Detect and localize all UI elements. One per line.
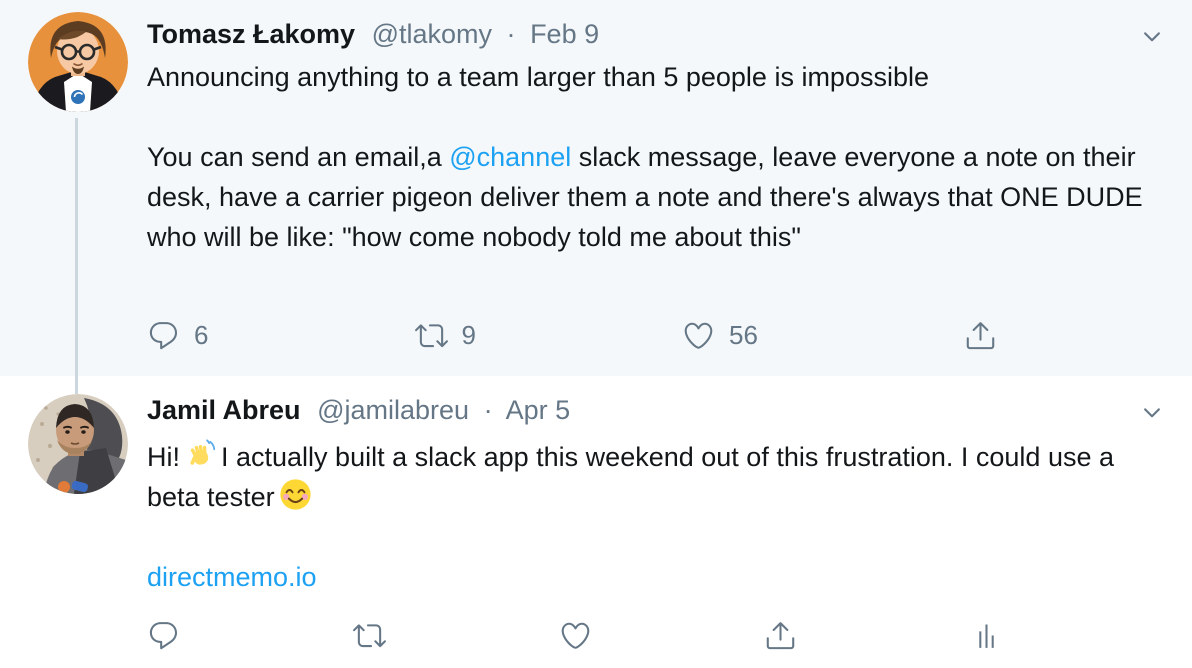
author-name[interactable]: Jamil Abreu (147, 395, 301, 425)
tweet-timestamp[interactable]: Feb 9 (530, 19, 600, 49)
heart-icon (684, 322, 713, 349)
smiling-blush-emoji (279, 479, 311, 510)
like-button[interactable]: 56 (682, 319, 758, 352)
share-button[interactable] (764, 619, 797, 652)
retweet-count: 9 (461, 319, 476, 350)
cartoon-avatar-illustration (28, 12, 128, 112)
header-separator: · (483, 395, 493, 425)
photo-avatar (28, 394, 128, 494)
waving-hand-emoji (190, 439, 216, 465)
reply-icon (149, 321, 178, 349)
tweet-menu-button[interactable] (1134, 398, 1170, 428)
thread-connector-line (75, 118, 78, 394)
retweet-icon (414, 323, 448, 347)
reply-button[interactable] (147, 619, 180, 652)
share-icon (767, 621, 795, 649)
channel-mention-link[interactable]: @channel (449, 142, 572, 172)
reply-icon (149, 621, 178, 649)
tweet-action-bar (147, 614, 1003, 656)
tweet-body-paragraph: You can send an email,a @channel slack m… (147, 137, 1149, 257)
author-name[interactable]: Tomasz Łakomy (147, 19, 356, 49)
analytics-button[interactable] (970, 619, 1003, 652)
tweet-body: Hi! I actually built a slack app this wee… (147, 437, 1147, 517)
reply-button[interactable]: 6 (147, 319, 208, 352)
chevron-down-icon (1144, 32, 1160, 42)
avatar-jamil[interactable] (28, 394, 128, 494)
like-count: 56 (729, 319, 758, 350)
chevron-down-icon (1144, 408, 1160, 418)
retweet-button[interactable]: 9 (414, 319, 476, 352)
retweet-icon (352, 623, 386, 647)
reply-count: 6 (194, 319, 209, 350)
tweet-header: Tomasz Łakomy @tlakomy · Feb 9 (147, 17, 599, 51)
author-handle[interactable]: @tlakomy (371, 19, 493, 49)
like-button[interactable] (559, 619, 592, 652)
tweet-menu-button[interactable] (1134, 22, 1170, 52)
tweet-link-row: directmemo.io (147, 557, 747, 597)
directmemo-link[interactable]: directmemo.io (147, 562, 317, 592)
author-handle[interactable]: @jamilabreu (317, 395, 470, 425)
analytics-bars-icon (979, 624, 994, 648)
tweet-reply[interactable]: Jamil Abreu @jamilabreu · Apr 5 Hi! I act… (0, 376, 1192, 668)
header-separator: · (506, 19, 516, 49)
heart-icon (561, 622, 589, 649)
tweet-original[interactable]: Tomasz Łakomy @tlakomy · Feb 9 Announcin… (0, 0, 1192, 376)
tweet-action-bar: 6 9 56 (147, 314, 997, 356)
tweet-body-line1: Announcing anything to a team larger tha… (147, 62, 929, 92)
share-button[interactable] (964, 319, 997, 352)
tweet-timestamp[interactable]: Apr 5 (505, 395, 571, 425)
body-text-segment: You can send an email,a (147, 142, 450, 172)
body-text-segment: slack message, leave everyone a note on … (147, 142, 1143, 252)
tweet-header: Jamil Abreu @jamilabreu · Apr 5 (147, 393, 570, 427)
body-text-segment: Hi! (147, 442, 180, 472)
avatar-tomasz[interactable] (28, 12, 128, 112)
retweet-button[interactable] (352, 619, 386, 652)
share-icon (966, 321, 995, 349)
body-text-segment: I actually built a slack app this weeken… (147, 442, 1114, 512)
